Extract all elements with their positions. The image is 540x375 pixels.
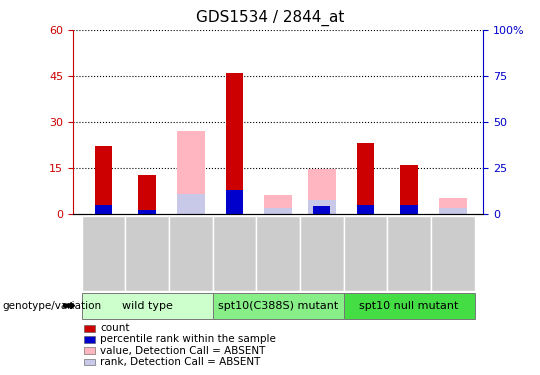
Bar	[94, 206, 112, 214]
Text: rank, Detection Call = ABSENT: rank, Detection Call = ABSENT	[100, 357, 260, 367]
Bar	[94, 146, 112, 214]
Text: spt10 null mutant: spt10 null mutant	[360, 301, 459, 310]
Bar	[226, 190, 243, 214]
Bar	[138, 210, 156, 214]
Text: genotype/variation: genotype/variation	[3, 301, 102, 310]
Bar	[308, 170, 336, 214]
Bar	[264, 195, 292, 214]
Bar	[313, 206, 330, 214]
Text: count: count	[100, 323, 130, 333]
Bar	[400, 206, 418, 214]
Text: GDS1534 / 2844_at: GDS1534 / 2844_at	[196, 9, 344, 26]
Bar	[357, 143, 374, 214]
Bar	[177, 131, 205, 214]
Bar	[308, 200, 336, 214]
Bar	[439, 198, 467, 214]
Bar	[138, 176, 156, 214]
Text: spt10(C388S) mutant: spt10(C388S) mutant	[218, 301, 338, 310]
Bar	[439, 208, 467, 214]
Bar	[264, 208, 292, 214]
Bar	[177, 194, 205, 214]
Bar	[357, 206, 374, 214]
Text: wild type: wild type	[122, 301, 173, 310]
Text: percentile rank within the sample: percentile rank within the sample	[100, 334, 276, 344]
Bar	[226, 73, 243, 214]
Text: value, Detection Call = ABSENT: value, Detection Call = ABSENT	[100, 346, 265, 355]
Bar	[400, 165, 418, 214]
